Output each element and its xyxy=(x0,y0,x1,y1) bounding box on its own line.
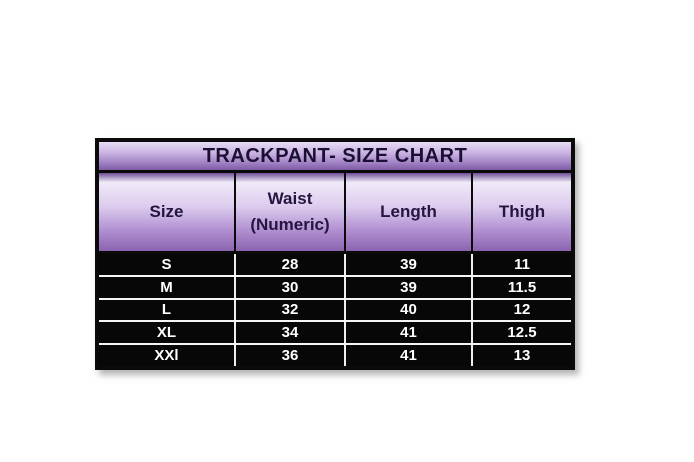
table-cell: 34 xyxy=(236,322,346,344)
table-row: XXl 36 41 13 xyxy=(99,343,571,366)
table-header-row: Size Waist (Numeric) Length Thigh xyxy=(99,173,571,254)
table-cell: 41 xyxy=(346,322,473,344)
table-cell: 12.5 xyxy=(507,324,537,342)
table-cell: 39 xyxy=(346,254,473,275)
table-cell: 41 xyxy=(346,345,473,366)
table-cell: 11 xyxy=(514,255,530,273)
table-cell: XL xyxy=(99,322,236,344)
table-cell: 39 xyxy=(346,276,473,298)
column-header-length: Length xyxy=(346,173,473,251)
table-cell: 40 xyxy=(346,299,473,321)
column-header-label-line1: Waist xyxy=(267,188,313,208)
table-body: S 28 39 11 M 30 39 11.5 L 32 40 12 XL 34… xyxy=(99,254,571,366)
table-cell: 12 xyxy=(513,301,531,319)
table-cell: 11.5 xyxy=(507,278,537,296)
table-cell: XXl xyxy=(99,345,236,366)
column-header-label-line2: (Numeric) xyxy=(250,215,330,234)
table-cell: 36 xyxy=(236,345,346,366)
table-cell: 13 xyxy=(513,347,531,365)
size-chart-table: TRACKPANT- SIZE CHART Size Waist (Numeri… xyxy=(95,138,575,370)
table-row: S 28 39 11 xyxy=(99,254,571,275)
table-cell: S xyxy=(99,254,236,275)
table-cell: 30 xyxy=(236,276,346,298)
table-row: L 32 40 12 xyxy=(99,297,571,321)
column-header-label: Size xyxy=(149,201,184,221)
column-header-label: Thigh xyxy=(498,201,546,221)
table-row: M 30 39 11.5 xyxy=(99,274,571,298)
column-header-label: Length xyxy=(380,201,437,221)
table-cell: 28 xyxy=(236,254,346,275)
table-row: XL 34 41 12.5 xyxy=(99,320,571,344)
table-cell: M xyxy=(99,276,236,298)
table-title: TRACKPANT- SIZE CHART xyxy=(99,142,571,173)
column-header-size: Size xyxy=(99,173,236,251)
table-cell: L xyxy=(99,299,236,321)
column-header-thigh: Thigh xyxy=(473,173,571,251)
table-cell: 32 xyxy=(236,299,346,321)
column-header-waist: Waist (Numeric) xyxy=(236,173,346,251)
